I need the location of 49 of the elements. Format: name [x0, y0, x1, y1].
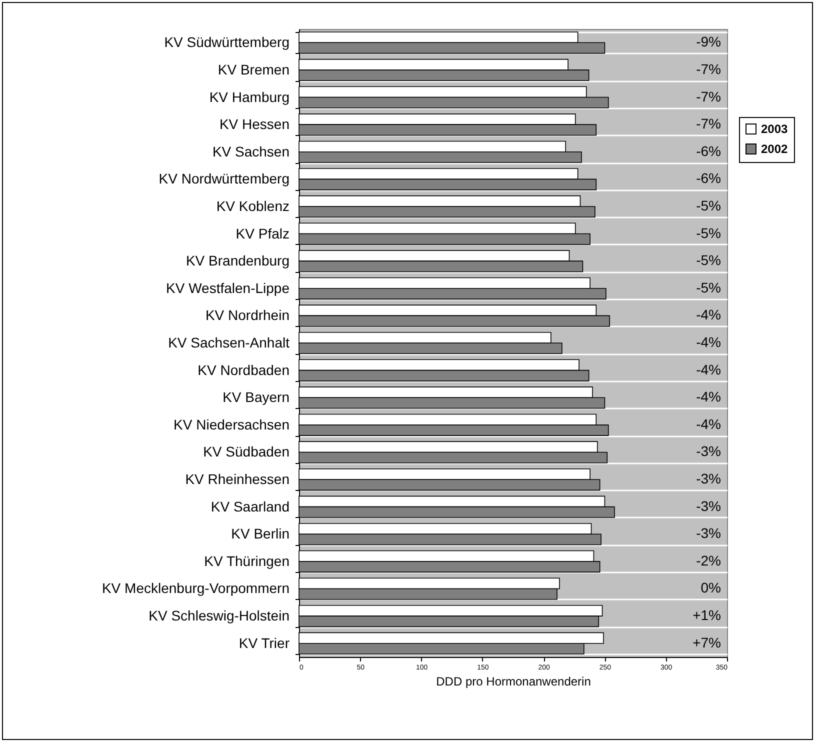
y-tick-label: KV Westfalen-Lippe — [166, 280, 290, 296]
y-tick-label: KV Mecklenburg-Vorpommern — [102, 580, 290, 596]
y-tick-label: KV Berlin — [231, 526, 290, 542]
annotation: -7% — [696, 116, 721, 132]
annotation: -5% — [696, 279, 721, 296]
y-tick-label: KV Brandenburg — [186, 252, 290, 269]
y-tick-label: KV Nordwürttemberg — [158, 170, 290, 187]
y-tick-label: KV Südbaden — [203, 444, 290, 460]
y-tick-label: KV Nordbaden — [198, 362, 290, 378]
annotation: -5% — [696, 252, 721, 268]
y-tick-label: KV Koblenz — [216, 198, 290, 214]
y-tick-label: KV Pfalz — [236, 225, 290, 242]
annotation: -6% — [696, 142, 721, 159]
y-tick-label: KV Schleswig-Holstein — [148, 608, 290, 624]
y-tick-label: KV Südwürttemberg — [164, 34, 290, 50]
annotation: -3% — [696, 470, 721, 487]
annotation: -4% — [696, 306, 721, 323]
annotation: -3% — [696, 525, 721, 542]
annotation: -3% — [696, 443, 721, 460]
x-axis-title: DDD pro Hormonanwenderin — [436, 674, 591, 688]
annotation: +1% — [692, 607, 721, 624]
y-tick-label: KV Thüringen — [204, 552, 290, 569]
y-tick-label: KV Hamburg — [209, 88, 290, 105]
y-tick-label: KV Sachsen-Anhalt — [168, 334, 290, 350]
annotation: -7% — [696, 60, 721, 77]
annotation: -7% — [696, 88, 721, 104]
annotation: -4% — [696, 416, 721, 432]
y-tick-label: KV Saarland — [210, 498, 290, 514]
annotation: -3% — [696, 498, 721, 514]
y-tick-label: KV Niedersachsen — [174, 416, 290, 432]
y-tick-label: KV Bremen — [218, 61, 290, 78]
y-tick-label: KV Sachsen — [212, 143, 290, 160]
legend-label: 2003 — [761, 122, 788, 136]
annotation: -4% — [696, 361, 721, 378]
legend-label: 2002 — [761, 142, 788, 156]
annotation: 0% — [700, 580, 721, 596]
y-tick-label: KV Hessen — [219, 116, 290, 132]
y-tick-label: KV Nordrhein — [205, 307, 290, 324]
annotation: -4% — [696, 334, 721, 350]
annotation: +7% — [692, 634, 721, 650]
y-tick-label: KV Trier — [238, 634, 290, 651]
annotation: -5% — [696, 197, 721, 214]
annotation: -5% — [696, 224, 721, 241]
y-tick-label: KV Bayern — [222, 389, 290, 406]
annotation: -2% — [696, 552, 721, 568]
annotation: -4% — [696, 388, 721, 405]
annotation: -6% — [696, 170, 721, 186]
y-tick-label: KV Rheinhessen — [185, 471, 290, 488]
annotation: -9% — [696, 34, 721, 50]
